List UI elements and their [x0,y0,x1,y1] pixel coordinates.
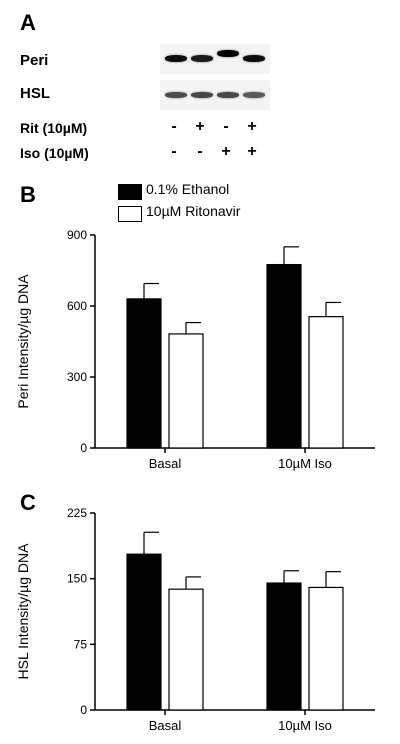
blot-peri [160,44,270,74]
chart-hsl: 0 75 150 225 HSL Intensity/µg DNA Basal 10µM I… [15,506,375,733]
treatment-sign: - [197,143,203,160]
blot-band [217,50,239,57]
y-axis-label: HSL Intensity/µg DNA [15,543,31,680]
treatment-label-rit: Rit (10µM) [20,120,88,136]
bar [168,588,204,711]
blot-band [243,92,265,98]
treatment-sign: + [247,118,257,135]
panel-c-letter: C [20,490,36,515]
bar [308,586,344,711]
blot-hsl [160,80,270,110]
blot-band [165,92,187,98]
blot-band [191,55,213,62]
y-tick-label: 600 [67,299,87,313]
x-tick-label: 10µM Iso [278,718,332,733]
treatment-sign: - [223,118,229,135]
legend-label-ethanol: 0.1% Ethanol [146,181,230,197]
blot-label-hsl: HSL [20,85,50,102]
x-tick-label: Basal [149,456,182,471]
treatment-sign: + [195,118,205,135]
bar [308,316,344,449]
panel-b-letter: B [20,182,36,207]
x-tick-label: Basal [149,718,182,733]
y-tick-label: 900 [67,228,87,242]
chart-peri: 0 300 600 900 Peri Intensity/µg DNA Basal 10µM… [15,228,375,471]
y-tick-label: 150 [67,572,87,586]
blot-band [243,55,265,62]
y-tick-label: 225 [67,506,87,520]
blot-band [165,55,187,62]
legend-label-ritonavir: 10µM Ritonavir [146,203,241,219]
treatment-sign: - [171,118,177,135]
panel-a-letter: A [20,10,36,35]
legend: 0.1% Ethanol 10µM Ritonavir [118,180,318,225]
legend-swatch-ethanol [118,184,142,200]
bar [266,263,302,449]
bar [266,582,302,711]
bar [126,553,162,711]
treatment-sign: + [221,143,231,160]
legend-swatch-ritonavir [118,206,142,222]
x-tick-label: 10µM Iso [278,456,332,471]
y-tick-label: 0 [80,441,87,455]
y-tick-label: 75 [74,637,88,651]
treatment-sign: + [247,143,257,160]
bar [126,298,162,449]
treatment-sign: - [171,143,177,160]
y-axis-label: Peri Intensity/µg DNA [15,274,31,409]
bar [168,333,204,449]
treatment-label-iso: Iso (10µM) [20,145,89,161]
blot-band [217,92,239,98]
blot-band [191,92,213,98]
y-tick-label: 300 [67,370,87,384]
blot-label-peri: Peri [20,52,49,69]
y-tick-label: 0 [80,703,87,717]
